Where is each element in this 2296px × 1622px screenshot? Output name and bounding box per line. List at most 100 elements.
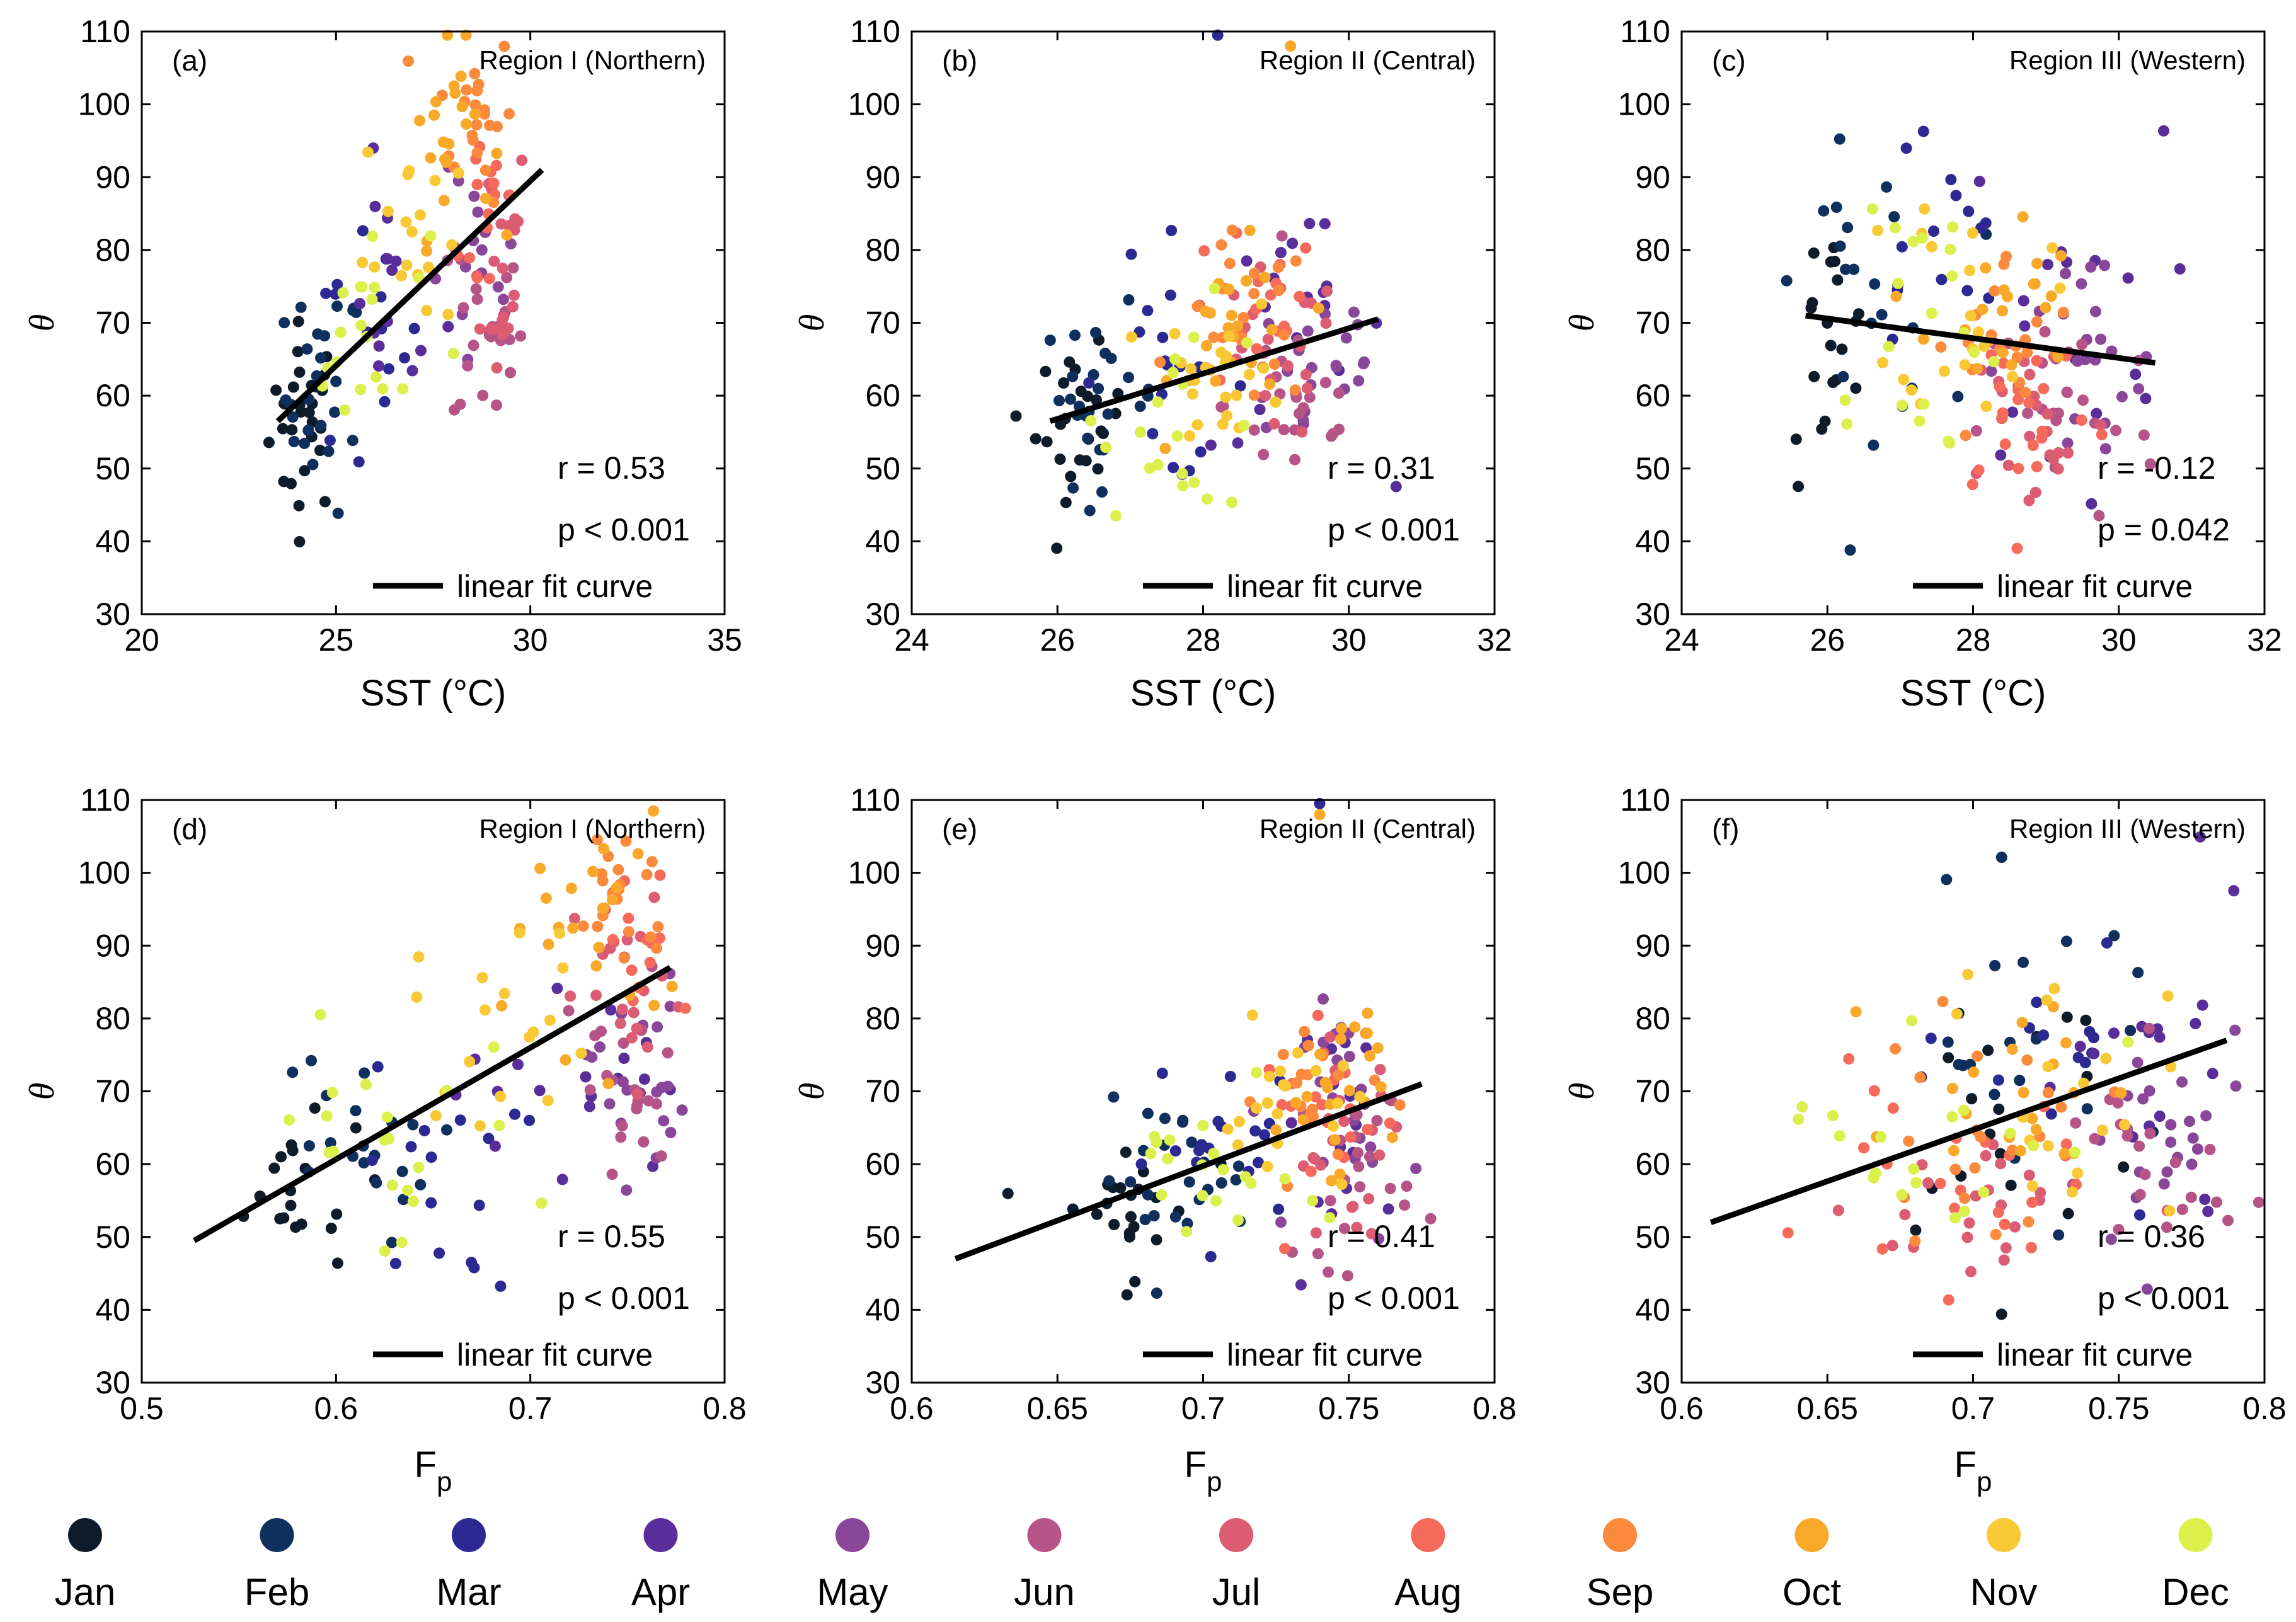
data-point [294, 366, 306, 378]
data-point [1295, 1279, 1307, 1291]
data-point [2007, 406, 2019, 418]
y-tick-label: 80 [865, 1001, 900, 1036]
data-point [2228, 885, 2240, 897]
data-point [440, 156, 452, 168]
data-point [425, 230, 437, 242]
data-point [1208, 283, 1220, 295]
data-point [299, 437, 311, 449]
data-point [679, 1002, 691, 1014]
x-tick-label: 0.7 [508, 1391, 553, 1426]
data-point [1973, 176, 1985, 187]
data-point [462, 360, 474, 372]
data-point [626, 964, 638, 976]
data-point [321, 1110, 333, 1122]
data-point [1183, 1176, 1195, 1188]
data-point [1262, 333, 1274, 345]
data-point [2041, 408, 2053, 420]
data-point [2011, 542, 2023, 554]
data-point [383, 363, 394, 375]
data-point [651, 1021, 663, 1033]
data-point [676, 1104, 688, 1116]
data-point [2016, 1017, 2028, 1029]
data-point [1877, 357, 1889, 368]
data-point [398, 1194, 410, 1206]
data-point [597, 875, 609, 887]
data-point [1832, 274, 1844, 286]
y-tick-label: 100 [848, 87, 900, 122]
data-point [618, 952, 630, 964]
data-point [1384, 1117, 1396, 1129]
data-point [1145, 1148, 1157, 1160]
data-point [1142, 1189, 1154, 1201]
data-point [565, 882, 577, 894]
data-point [1040, 365, 1052, 377]
scatter-points [1782, 831, 2264, 1320]
data-point [402, 169, 414, 180]
data-point [1258, 1129, 1270, 1141]
data-point [631, 1088, 643, 1100]
data-point [575, 1048, 587, 1059]
data-point [1177, 480, 1189, 492]
data-point [1159, 443, 1171, 454]
data-point [1842, 222, 1854, 234]
data-point [2053, 1229, 2065, 1241]
data-point [1950, 190, 1962, 202]
data-point [2222, 1214, 2234, 1226]
data-point [1843, 1053, 1855, 1065]
data-point [606, 894, 618, 906]
data-point [1090, 327, 1101, 338]
data-point [498, 311, 509, 323]
data-point [1221, 409, 1233, 421]
data-point [2036, 432, 2048, 444]
panel-label: (c) [1712, 44, 1746, 77]
data-point [1314, 809, 1326, 821]
data-point [1304, 217, 1316, 229]
data-point [1989, 1088, 2000, 1100]
data-point [1968, 1066, 1980, 1078]
data-point [302, 424, 314, 436]
data-point [350, 1122, 362, 1134]
y-tick-label: 110 [80, 782, 130, 818]
y-tick-label: 100 [1618, 855, 1670, 891]
data-point [1220, 391, 1232, 403]
data-point [1292, 1047, 1304, 1059]
data-point [369, 282, 381, 294]
data-point [2029, 278, 2041, 290]
data-point [1120, 1146, 1132, 1158]
data-point [1341, 1270, 1353, 1282]
fit-line [275, 168, 544, 423]
data-point [502, 323, 514, 334]
data-point [1978, 340, 1990, 352]
fit-line [1805, 312, 2156, 366]
data-point [621, 1184, 633, 1196]
data-point [1289, 384, 1301, 396]
data-point [1888, 211, 1900, 223]
month-marker [643, 1518, 678, 1552]
data-point [1327, 428, 1339, 440]
data-point [515, 330, 527, 342]
y-tick-label: 80 [1635, 1001, 1670, 1036]
data-point [1135, 1158, 1147, 1170]
y-axis-label: θ [1563, 314, 1602, 332]
data-point [1067, 482, 1079, 494]
data-point [1188, 476, 1200, 488]
data-point [1065, 471, 1077, 483]
x-tick-label: 0.8 [703, 1391, 747, 1426]
data-point [597, 903, 609, 914]
data-point [1965, 310, 1977, 322]
data-point [2158, 1178, 2170, 1190]
data-point [323, 1146, 335, 1158]
data-point [1191, 300, 1203, 312]
data-point [1305, 1165, 1317, 1177]
data-point [505, 238, 517, 250]
data-point [1302, 1039, 1314, 1051]
p-value: p < 0.001 [558, 512, 690, 547]
data-point [1232, 437, 1244, 449]
y-tick-label: 30 [1635, 597, 1670, 632]
p-value: p < 0.001 [2098, 1281, 2230, 1316]
data-point [1352, 1147, 1363, 1158]
data-point [1946, 1111, 1958, 1122]
data-point [593, 942, 605, 953]
y-tick-label: 70 [1635, 306, 1670, 341]
region-title: Region II (Central) [1260, 814, 1476, 843]
